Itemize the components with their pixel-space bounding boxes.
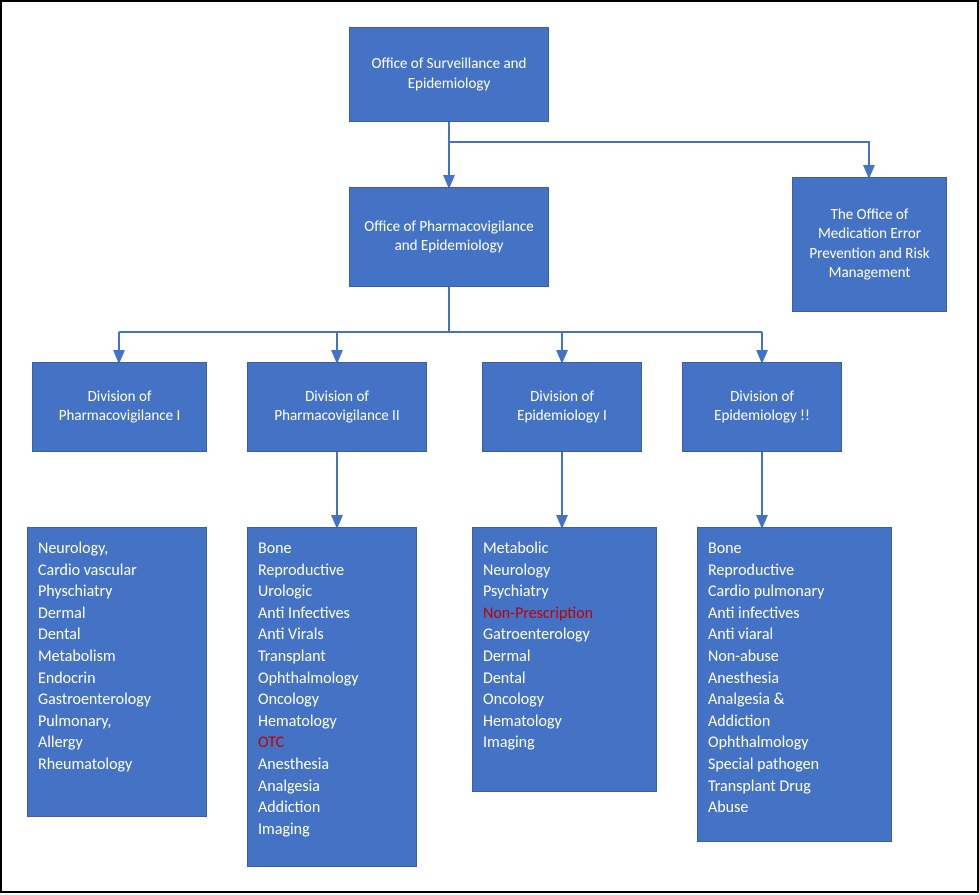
list-item: Anti infectives xyxy=(708,603,881,625)
list-item: Non-abuse xyxy=(708,646,881,668)
list-item: Gatroenterology xyxy=(483,624,646,646)
node-label: Division of Pharmacovigilance II xyxy=(256,388,418,427)
list-item: Neurology xyxy=(483,560,646,582)
node-label: Division of Epidemiology !! xyxy=(691,388,833,427)
list-item: Hematology xyxy=(483,711,646,733)
list-item: Transplant Drug xyxy=(708,776,881,798)
list-item: Ophthalmology xyxy=(258,668,406,690)
list-item: Analgesia & xyxy=(708,689,881,711)
list-item: Anti Virals xyxy=(258,624,406,646)
list-item: Imaging xyxy=(258,819,406,841)
list-item: Reproductive xyxy=(258,560,406,582)
list-item: Oncology xyxy=(483,689,646,711)
list-item: Physchiatry xyxy=(38,581,196,603)
org-chart-canvas: Office of Surveillance and Epidemiology … xyxy=(0,0,979,893)
list-item: Psychiatry xyxy=(483,581,646,603)
list-item: Reproductive xyxy=(708,560,881,582)
node-label: Office of Surveillance and Epidemiology xyxy=(358,55,540,94)
list-item: Cardio pulmonary xyxy=(708,581,881,603)
list-item: Dental xyxy=(38,624,196,646)
list-item: Gastroenterology xyxy=(38,689,196,711)
list-pv2: BoneReproductiveUrologicAnti InfectivesA… xyxy=(247,527,417,867)
list-item: Allergy xyxy=(38,732,196,754)
list-item: Special pathogen xyxy=(708,754,881,776)
list-item: Anti viaral xyxy=(708,624,881,646)
list-epi2: BoneReproductiveCardio pulmonaryAnti inf… xyxy=(697,527,892,842)
list-item: Metabolic xyxy=(483,538,646,560)
list-item: Anesthesia xyxy=(708,668,881,690)
node-label: Division of Epidemiology I xyxy=(491,388,633,427)
list-pv1: Neurology,Cardio vascularPhyschiatryDerm… xyxy=(27,527,207,817)
list-item: Endocrin xyxy=(38,668,196,690)
list-item: Metabolism xyxy=(38,646,196,668)
node-div2: Division of Pharmacovigilance II xyxy=(247,362,427,452)
list-item: Transplant xyxy=(258,646,406,668)
list-item: Dental xyxy=(483,668,646,690)
list-item: Abuse xyxy=(708,797,881,819)
list-item: Pulmonary, xyxy=(38,711,196,733)
list-item: Dermal xyxy=(38,603,196,625)
list-item: Oncology xyxy=(258,689,406,711)
list-item: Dermal xyxy=(483,646,646,668)
list-item: Non-Prescription xyxy=(483,603,646,625)
list-item: Urologic xyxy=(258,581,406,603)
list-item: Ophthalmology xyxy=(708,732,881,754)
node-label: Office of Pharmacovigilance and Epidemio… xyxy=(358,218,540,257)
list-item: Neurology, xyxy=(38,538,196,560)
node-div3: Division of Epidemiology I xyxy=(482,362,642,452)
node-root: Office of Surveillance and Epidemiology xyxy=(349,27,549,122)
list-item: Anesthesia xyxy=(258,754,406,776)
list-item: OTC xyxy=(258,732,406,754)
list-item: Bone xyxy=(708,538,881,560)
list-item: Analgesia xyxy=(258,776,406,798)
list-epi1: MetabolicNeurologyPsychiatryNon-Prescrip… xyxy=(472,527,657,792)
node-pv: Office of Pharmacovigilance and Epidemio… xyxy=(349,187,549,287)
list-item: Addiction xyxy=(708,711,881,733)
list-item: Rheumatology xyxy=(38,754,196,776)
node-omep: The Office of Medication Error Preventio… xyxy=(792,177,947,312)
node-div4: Division of Epidemiology !! xyxy=(682,362,842,452)
list-item: Cardio vascular xyxy=(38,560,196,582)
node-label: The Office of Medication Error Preventio… xyxy=(801,206,938,284)
list-item: Imaging xyxy=(483,732,646,754)
node-div1: Division of Pharmacovigilance I xyxy=(32,362,207,452)
list-item: Addiction xyxy=(258,797,406,819)
list-item: Hematology xyxy=(258,711,406,733)
list-item: Bone xyxy=(258,538,406,560)
node-label: Division of Pharmacovigilance I xyxy=(41,388,198,427)
list-item: Anti Infectives xyxy=(258,603,406,625)
